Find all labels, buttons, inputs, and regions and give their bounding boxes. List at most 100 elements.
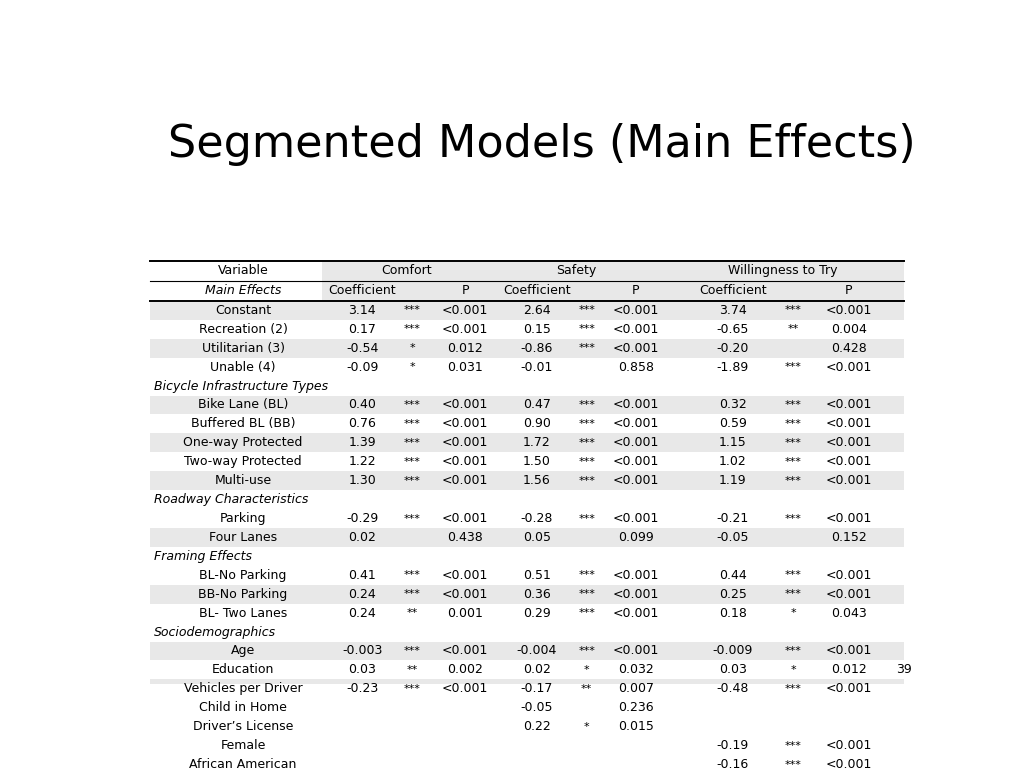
Text: <0.001: <0.001 xyxy=(612,342,659,355)
Text: 3.74: 3.74 xyxy=(719,304,746,317)
Text: <0.001: <0.001 xyxy=(612,304,659,317)
Text: **: ** xyxy=(787,324,799,334)
Text: <0.001: <0.001 xyxy=(825,588,871,601)
Text: <0.001: <0.001 xyxy=(825,569,871,582)
Text: 0.002: 0.002 xyxy=(447,664,483,677)
Text: <0.001: <0.001 xyxy=(442,474,488,487)
Text: ***: *** xyxy=(784,400,802,410)
Bar xyxy=(662,281,904,301)
Text: -0.05: -0.05 xyxy=(520,701,553,714)
Text: Utilitarian (3): Utilitarian (3) xyxy=(202,342,285,355)
Text: <0.001: <0.001 xyxy=(612,512,659,525)
Text: 0.59: 0.59 xyxy=(719,418,746,430)
Text: <0.001: <0.001 xyxy=(612,399,659,412)
Text: ***: *** xyxy=(403,457,421,467)
Text: <0.001: <0.001 xyxy=(825,644,871,657)
Text: *: * xyxy=(410,343,415,353)
Text: <0.001: <0.001 xyxy=(442,399,488,412)
Text: -0.003: -0.003 xyxy=(342,644,382,657)
Text: Vehicles per Driver: Vehicles per Driver xyxy=(183,682,302,695)
Text: 0.76: 0.76 xyxy=(348,418,376,430)
Text: 0.44: 0.44 xyxy=(719,569,746,582)
Text: **: ** xyxy=(581,684,592,694)
Text: <0.001: <0.001 xyxy=(612,607,659,620)
Text: P: P xyxy=(462,284,469,297)
Text: *: * xyxy=(584,665,590,675)
Text: **: ** xyxy=(407,665,418,675)
Text: ***: *** xyxy=(579,608,595,618)
Text: 1.19: 1.19 xyxy=(719,474,746,487)
Text: ***: *** xyxy=(403,324,421,334)
Text: -0.54: -0.54 xyxy=(346,342,378,355)
Bar xyxy=(151,641,904,660)
Text: ***: *** xyxy=(579,324,595,334)
Text: <0.001: <0.001 xyxy=(825,418,871,430)
Text: BL-No Parking: BL-No Parking xyxy=(200,569,287,582)
Text: ***: *** xyxy=(403,646,421,656)
Text: Bike Lane (BL): Bike Lane (BL) xyxy=(198,399,289,412)
Text: 0.152: 0.152 xyxy=(830,531,866,544)
Text: -0.29: -0.29 xyxy=(346,512,378,525)
Bar xyxy=(492,281,662,301)
Text: P: P xyxy=(632,284,640,297)
Text: Buffered BL (BB): Buffered BL (BB) xyxy=(190,418,295,430)
Text: Two-way Protected: Two-way Protected xyxy=(184,455,302,468)
Text: -0.48: -0.48 xyxy=(717,682,749,695)
Text: -0.23: -0.23 xyxy=(346,682,378,695)
Text: <0.001: <0.001 xyxy=(442,323,488,336)
Text: Comfort: Comfort xyxy=(382,264,432,277)
Text: <0.001: <0.001 xyxy=(825,436,871,449)
Text: ***: *** xyxy=(784,646,802,656)
Text: 0.032: 0.032 xyxy=(618,664,653,677)
Text: 0.012: 0.012 xyxy=(830,664,866,677)
Text: <0.001: <0.001 xyxy=(612,436,659,449)
Text: 0.012: 0.012 xyxy=(447,342,483,355)
Text: -0.009: -0.009 xyxy=(713,644,753,657)
Text: 0.36: 0.36 xyxy=(523,588,551,601)
Text: 0.236: 0.236 xyxy=(618,701,653,714)
Text: 0.24: 0.24 xyxy=(348,607,376,620)
Text: -0.05: -0.05 xyxy=(717,531,749,544)
Text: ***: *** xyxy=(403,589,421,599)
Text: -0.004: -0.004 xyxy=(516,644,557,657)
Text: ***: *** xyxy=(579,589,595,599)
Text: Parking: Parking xyxy=(220,512,266,525)
Text: ***: *** xyxy=(579,306,595,316)
Text: 1.50: 1.50 xyxy=(523,455,551,468)
Text: ***: *** xyxy=(403,571,421,581)
Text: ***: *** xyxy=(784,684,802,694)
Text: Unable (4): Unable (4) xyxy=(210,361,275,374)
Bar xyxy=(151,584,904,604)
Text: <0.001: <0.001 xyxy=(612,588,659,601)
Text: **: ** xyxy=(407,608,418,618)
Text: *: * xyxy=(791,665,796,675)
Bar xyxy=(151,339,904,358)
Text: ***: *** xyxy=(784,457,802,467)
Text: -0.17: -0.17 xyxy=(520,682,553,695)
Text: ***: *** xyxy=(403,306,421,316)
Text: <0.001: <0.001 xyxy=(612,474,659,487)
Text: -0.01: -0.01 xyxy=(520,361,553,374)
Text: 0.043: 0.043 xyxy=(830,607,866,620)
Text: Recreation (2): Recreation (2) xyxy=(199,323,288,336)
Text: ***: *** xyxy=(579,343,595,353)
Text: <0.001: <0.001 xyxy=(442,569,488,582)
Text: <0.001: <0.001 xyxy=(825,304,871,317)
Text: ***: *** xyxy=(784,589,802,599)
Text: 0.90: 0.90 xyxy=(523,418,551,430)
Text: -0.20: -0.20 xyxy=(717,342,749,355)
Text: ***: *** xyxy=(579,514,595,524)
Text: <0.001: <0.001 xyxy=(442,512,488,525)
Text: ***: *** xyxy=(403,475,421,485)
Text: ***: *** xyxy=(579,419,595,429)
Text: Roadway Characteristics: Roadway Characteristics xyxy=(155,493,308,506)
Text: 1.39: 1.39 xyxy=(348,436,376,449)
Text: 0.51: 0.51 xyxy=(523,569,551,582)
Text: 0.03: 0.03 xyxy=(348,664,376,677)
Text: 0.03: 0.03 xyxy=(719,664,746,677)
Text: ***: *** xyxy=(784,419,802,429)
Text: Coefficient: Coefficient xyxy=(503,284,570,297)
Text: <0.001: <0.001 xyxy=(442,588,488,601)
Bar xyxy=(151,755,904,768)
Text: 0.18: 0.18 xyxy=(719,607,746,620)
